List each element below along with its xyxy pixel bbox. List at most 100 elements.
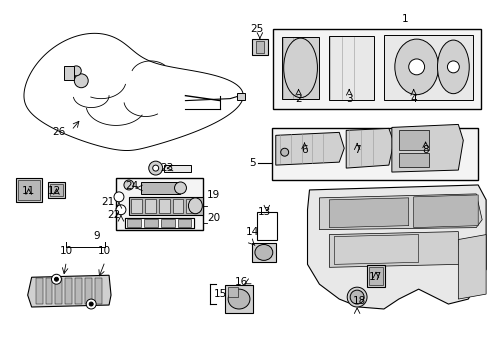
Bar <box>18 180 40 200</box>
Bar <box>161 219 174 227</box>
Text: 3: 3 <box>345 94 352 104</box>
Bar <box>129 197 203 215</box>
Bar <box>127 219 141 227</box>
Ellipse shape <box>437 40 468 94</box>
Text: 8: 8 <box>422 145 428 155</box>
Circle shape <box>280 148 288 156</box>
Text: 22: 22 <box>107 210 121 220</box>
Polygon shape <box>319 194 481 230</box>
Bar <box>272 29 480 109</box>
Text: 18: 18 <box>352 296 365 306</box>
Circle shape <box>71 66 81 76</box>
Polygon shape <box>275 132 344 165</box>
Ellipse shape <box>174 182 186 194</box>
Circle shape <box>51 274 61 284</box>
Polygon shape <box>328 231 459 267</box>
Bar <box>237 93 244 100</box>
Bar <box>281 37 319 99</box>
Bar <box>141 182 180 194</box>
Bar <box>158 199 169 213</box>
Bar <box>55 278 62 304</box>
Polygon shape <box>346 129 393 168</box>
Ellipse shape <box>394 39 438 95</box>
Text: 17: 17 <box>367 272 381 282</box>
Circle shape <box>116 205 126 215</box>
Bar <box>177 219 191 227</box>
Text: 20: 20 <box>207 213 220 223</box>
Circle shape <box>114 192 123 202</box>
Bar <box>36 278 42 304</box>
Bar <box>366 265 384 287</box>
Bar <box>124 218 194 228</box>
Polygon shape <box>328 198 408 228</box>
Bar <box>47 182 65 198</box>
Text: 11: 11 <box>22 186 35 196</box>
Text: 14: 14 <box>246 226 259 237</box>
Circle shape <box>346 287 366 307</box>
Text: 1: 1 <box>401 14 407 24</box>
Text: 10: 10 <box>60 247 73 256</box>
Bar <box>368 267 382 285</box>
Circle shape <box>152 165 158 171</box>
Circle shape <box>54 277 59 281</box>
Polygon shape <box>413 195 477 228</box>
Bar <box>398 153 427 167</box>
Ellipse shape <box>283 38 317 98</box>
Bar <box>45 278 52 304</box>
Bar <box>65 278 72 304</box>
Text: 21: 21 <box>101 197 114 207</box>
Bar <box>383 35 472 100</box>
Text: 9: 9 <box>94 230 100 240</box>
Bar <box>256 212 276 239</box>
Text: 15: 15 <box>213 289 226 299</box>
Bar <box>186 199 197 213</box>
Bar <box>116 178 203 230</box>
Bar <box>271 129 477 180</box>
Circle shape <box>86 299 96 309</box>
Polygon shape <box>457 235 485 299</box>
Bar <box>328 36 373 100</box>
Ellipse shape <box>254 244 272 260</box>
Text: 5: 5 <box>249 158 256 168</box>
Bar <box>163 165 191 172</box>
Bar <box>228 287 238 297</box>
Text: 19: 19 <box>207 190 220 200</box>
Bar <box>49 184 63 196</box>
Bar <box>255 41 264 53</box>
Bar <box>251 243 275 262</box>
Text: 6: 6 <box>301 145 307 155</box>
Bar <box>143 219 157 227</box>
Circle shape <box>408 59 424 75</box>
Text: 25: 25 <box>250 24 263 34</box>
Text: 7: 7 <box>353 145 360 155</box>
Text: 13: 13 <box>258 207 271 217</box>
Circle shape <box>74 74 88 88</box>
Circle shape <box>89 302 93 306</box>
Circle shape <box>123 180 134 190</box>
Bar <box>251 39 267 55</box>
Ellipse shape <box>188 198 202 214</box>
Polygon shape <box>391 125 462 172</box>
Bar <box>398 130 427 150</box>
Text: 12: 12 <box>48 186 61 196</box>
Polygon shape <box>307 185 485 309</box>
Bar <box>224 285 252 313</box>
Polygon shape <box>28 275 111 307</box>
Bar <box>124 218 194 228</box>
Text: 24: 24 <box>125 181 138 191</box>
Ellipse shape <box>349 290 364 304</box>
Bar <box>16 178 41 202</box>
Bar <box>144 199 155 213</box>
Bar <box>85 278 92 304</box>
Text: 2: 2 <box>295 94 301 104</box>
Circle shape <box>148 161 163 175</box>
Bar <box>172 199 183 213</box>
Text: 26: 26 <box>52 127 65 138</box>
Bar <box>95 278 102 304</box>
Bar <box>131 199 142 213</box>
Circle shape <box>447 61 458 73</box>
Bar <box>64 66 74 80</box>
Text: 4: 4 <box>409 94 416 104</box>
Text: 10: 10 <box>97 247 110 256</box>
Ellipse shape <box>228 289 249 309</box>
